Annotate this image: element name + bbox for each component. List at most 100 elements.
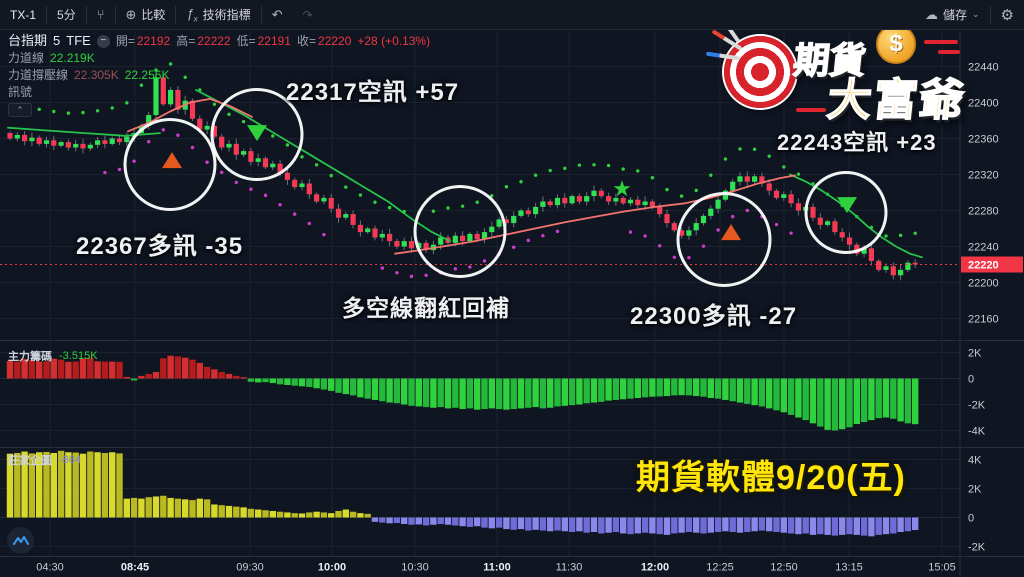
candle-body xyxy=(109,138,115,144)
histogram-bar xyxy=(255,378,262,383)
histogram-bar xyxy=(912,517,919,531)
highlight-circle xyxy=(123,118,217,211)
histogram-bar xyxy=(313,378,320,389)
time-axis[interactable]: 04:30 08:45 09:30 10:00 10:30 11:00 11:30 12:00… xyxy=(36,562,956,574)
dot xyxy=(387,205,392,210)
histogram-bar xyxy=(853,378,860,424)
candle-body xyxy=(314,194,320,202)
histogram-bar xyxy=(547,517,554,532)
histogram-bar xyxy=(809,517,817,535)
candle-body xyxy=(387,233,393,242)
candle-body xyxy=(452,235,458,243)
cloud-icon: ☁ xyxy=(924,6,938,22)
compare-button[interactable]: ⊕ 比較 xyxy=(116,0,176,30)
candle-body xyxy=(189,100,196,119)
candle-body xyxy=(379,233,385,238)
toolbar-divider xyxy=(85,5,87,24)
candle-body xyxy=(65,142,71,148)
candle-body xyxy=(95,140,101,145)
redo-button[interactable]: ↷ xyxy=(293,0,323,30)
save-label: 儲存 xyxy=(942,8,967,22)
dot xyxy=(687,255,691,260)
dot xyxy=(168,62,173,66)
high-label: 高= xyxy=(176,34,196,48)
candle-style-button[interactable]: ⑂ xyxy=(87,0,115,30)
histogram-bar xyxy=(583,378,590,404)
candle-body xyxy=(102,140,108,144)
dot xyxy=(460,204,465,208)
settings-button[interactable]: ⚙ xyxy=(991,0,1024,30)
platform-logo[interactable] xyxy=(7,527,34,554)
histogram-bar xyxy=(481,378,488,410)
histogram-bar xyxy=(203,366,211,379)
histogram-bar xyxy=(357,513,364,518)
interval-button[interactable]: 5分 xyxy=(57,8,76,22)
indicators-button[interactable]: ƒx 技術指標 xyxy=(176,0,260,30)
histogram-bar xyxy=(21,359,28,379)
save-button[interactable]: ☁ 儲存 ⌄ xyxy=(915,0,990,30)
histogram-bar xyxy=(240,377,247,379)
dot xyxy=(665,187,669,192)
legend-interval: 5 xyxy=(53,33,61,48)
histogram-bar xyxy=(466,378,474,409)
dot xyxy=(789,231,793,235)
histogram-bar xyxy=(729,378,736,402)
candle-body xyxy=(664,214,670,224)
candle-body xyxy=(708,208,714,216)
dot xyxy=(431,209,436,213)
candle-body xyxy=(503,219,509,224)
dot xyxy=(482,259,487,263)
histogram-bar xyxy=(568,378,576,406)
candle-body xyxy=(832,221,838,233)
candle-body xyxy=(737,176,743,182)
candle-body xyxy=(620,197,626,204)
candle-body xyxy=(846,237,853,245)
histogram-bar xyxy=(590,517,598,532)
candle-body xyxy=(241,151,247,155)
histogram-bar xyxy=(6,360,14,379)
price-axis[interactable]: 22440 22400 22360 22320 22280 22240 22200 22160… xyxy=(961,62,1023,554)
histogram-bar xyxy=(605,378,612,401)
histogram-bar xyxy=(320,512,328,518)
candle-body xyxy=(606,196,612,202)
indicator-line xyxy=(394,174,796,255)
histogram-bar xyxy=(671,517,678,534)
hide-series-button[interactable]: − xyxy=(96,34,110,48)
legend-collapse-button[interactable]: ⌃ xyxy=(8,103,32,117)
low-value: 22191 xyxy=(257,34,291,48)
banker-value: -864 xyxy=(59,454,82,466)
candle-body xyxy=(343,214,349,218)
histogram-bar xyxy=(57,450,65,518)
legend-symbol[interactable]: 台指期 xyxy=(8,33,48,48)
panel-banker-legend: 莊家企圖 -864 xyxy=(8,452,81,468)
candle-body xyxy=(153,77,159,116)
candle-body xyxy=(401,241,407,247)
histogram-bar xyxy=(656,378,663,397)
dot xyxy=(592,163,596,167)
histogram-bar xyxy=(503,517,510,530)
dot xyxy=(81,110,85,115)
histogram-bar xyxy=(707,517,714,533)
close-value: 22220 xyxy=(318,34,352,48)
triangle-up-marker xyxy=(721,224,741,241)
dot xyxy=(161,128,165,132)
symbol-button[interactable]: TX-1 xyxy=(10,7,37,22)
histogram-bar xyxy=(510,378,517,410)
histogram-bar xyxy=(700,517,707,534)
histogram-bar xyxy=(43,361,50,379)
chart-canvas[interactable]: ★ 22440 22400 22360 22320 22280 22240 22200 2216… xyxy=(0,31,1024,577)
dot xyxy=(358,193,363,197)
candle-body xyxy=(438,237,444,245)
histogram-bar xyxy=(371,517,379,522)
undo-button[interactable]: ↶ xyxy=(262,0,293,30)
dot xyxy=(796,172,801,176)
histogram-bar xyxy=(517,517,525,530)
candle-body xyxy=(255,158,261,162)
toolbar-divider xyxy=(114,5,116,24)
histogram-bar xyxy=(145,373,152,379)
support-dots xyxy=(103,128,793,279)
highlight-circle xyxy=(804,171,888,254)
histogram-bar xyxy=(349,378,357,396)
histogram-bar xyxy=(408,378,415,406)
price-axis-label: 22160 xyxy=(968,314,999,326)
